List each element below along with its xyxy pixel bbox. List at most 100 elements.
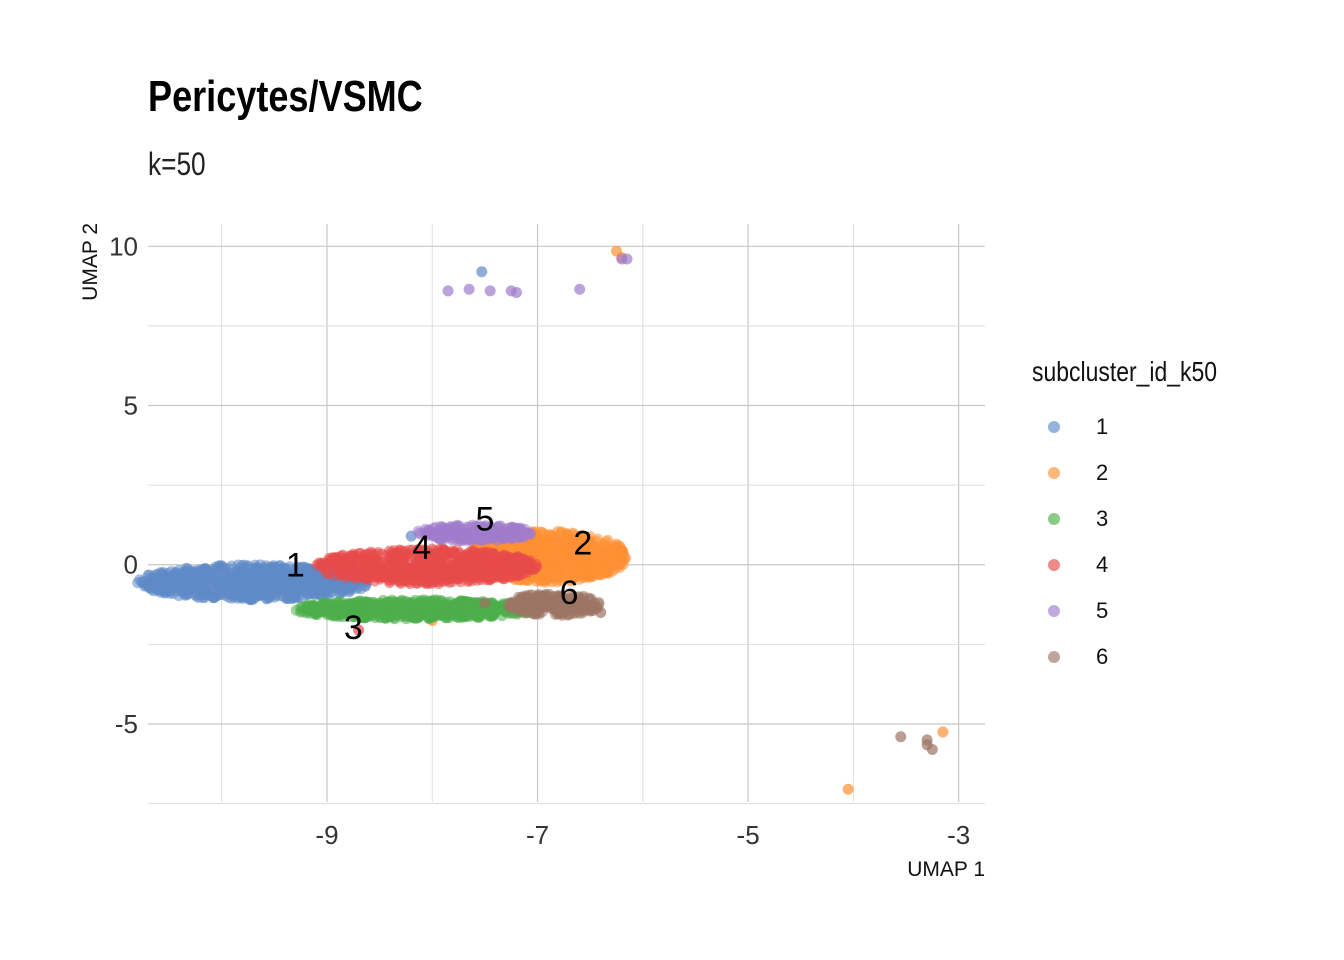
- point-cluster-4: [361, 557, 373, 569]
- point-cluster-5: [508, 528, 520, 540]
- point-cluster-4: [498, 573, 510, 585]
- point-cluster-1: [226, 584, 238, 596]
- point-cluster-4: [353, 624, 365, 636]
- x-tick-label: -3: [947, 820, 970, 850]
- point-cluster-1: [181, 566, 193, 578]
- point-cluster-4: [393, 547, 405, 559]
- point-cluster-5: [574, 283, 586, 295]
- point-cluster-2: [533, 535, 545, 547]
- point-cluster-5: [430, 521, 442, 533]
- point-cluster-2: [610, 538, 622, 550]
- point-cluster-2: [575, 561, 587, 573]
- point-cluster-2: [584, 569, 596, 581]
- point-cluster-1: [171, 579, 183, 591]
- legend-key-6: [1048, 651, 1060, 663]
- point-cluster-2: [541, 564, 553, 576]
- legend-item-5: 5: [1040, 588, 1108, 634]
- cluster-label-1: 1: [286, 547, 305, 585]
- point-cluster-1: [476, 266, 488, 278]
- point-cluster-2: [531, 575, 543, 587]
- legend-label-6: 6: [1096, 644, 1109, 669]
- point-cluster-3: [382, 596, 394, 608]
- point-cluster-4: [482, 566, 494, 578]
- legend-label-3: 3: [1096, 506, 1109, 531]
- legend-item-6: 6: [1040, 634, 1108, 680]
- legend-key-2: [1048, 467, 1060, 479]
- point-cluster-1: [279, 570, 291, 582]
- point-cluster-6: [555, 602, 567, 614]
- legend-label-5: 5: [1096, 598, 1109, 623]
- cluster-labels: 1 2 3 4 5 6: [286, 501, 592, 647]
- point-cluster-4: [531, 561, 543, 573]
- point-cluster-3: [422, 612, 434, 624]
- point-cluster-4: [323, 568, 335, 580]
- legend-key-3: [1048, 513, 1060, 525]
- point-cluster-5: [510, 286, 522, 298]
- legend-key-5: [1048, 605, 1060, 617]
- point-cluster-1: [331, 582, 343, 594]
- chart-subtitle: k=50: [148, 146, 206, 182]
- y-axis-label: UMAP 2: [79, 223, 102, 301]
- point-cluster-2: [937, 726, 949, 738]
- x-tick-label: -9: [315, 820, 338, 850]
- point-cluster-3: [414, 598, 426, 610]
- point-cluster-3: [494, 602, 506, 614]
- point-cluster-6: [564, 608, 576, 620]
- point-cluster-1: [233, 574, 245, 586]
- point-cluster-3: [413, 611, 425, 623]
- point-cluster-4: [420, 544, 432, 556]
- point-cluster-1: [245, 594, 257, 606]
- point-cluster-3: [327, 610, 339, 622]
- point-cluster-3: [426, 595, 438, 607]
- cluster-label-4: 4: [412, 529, 431, 567]
- point-cluster-1: [252, 562, 264, 574]
- point-cluster-4: [452, 557, 464, 569]
- point-cluster-4: [406, 565, 418, 577]
- point-cluster-1: [270, 573, 282, 585]
- point-cluster-1: [139, 580, 151, 592]
- cluster-label-2: 2: [573, 524, 592, 562]
- point-cluster-2: [566, 534, 578, 546]
- point-cluster-5: [621, 253, 633, 265]
- point-cluster-1: [320, 586, 332, 598]
- point-cluster-3: [445, 609, 457, 621]
- point-cluster-2: [615, 558, 627, 570]
- point-cluster-4: [311, 559, 323, 571]
- point-cluster-4: [481, 556, 493, 568]
- point-cluster-3: [455, 599, 467, 611]
- point-cluster-1: [173, 564, 185, 576]
- point-cluster-1: [181, 589, 193, 601]
- point-cluster-3: [394, 597, 406, 609]
- point-cluster-1: [351, 582, 363, 594]
- point-cluster-4: [519, 555, 531, 567]
- y-tick-label: 0: [124, 550, 138, 580]
- point-cluster-4: [387, 573, 399, 585]
- point-cluster-1: [167, 587, 179, 599]
- chart-title: Pericytes/VSMC: [148, 72, 423, 121]
- point-cluster-4: [446, 545, 458, 557]
- point-cluster-6: [514, 594, 526, 606]
- legend-label-4: 4: [1096, 552, 1109, 577]
- point-cluster-1: [238, 559, 250, 571]
- grid-lines: [148, 224, 985, 805]
- point-cluster-5: [455, 534, 467, 546]
- cluster-label-6: 6: [560, 574, 579, 612]
- point-cluster-2: [592, 533, 604, 545]
- point-cluster-6: [479, 597, 491, 609]
- data-points: [132, 245, 949, 795]
- point-cluster-6: [926, 743, 938, 755]
- point-cluster-6: [595, 607, 607, 619]
- legend: 1 2 3 4 5 6: [1040, 404, 1108, 680]
- legend-item-2: 2: [1040, 450, 1108, 496]
- point-cluster-5: [421, 525, 433, 537]
- point-cluster-6: [577, 607, 589, 619]
- point-cluster-4: [479, 547, 491, 559]
- point-cluster-5: [482, 533, 494, 545]
- point-cluster-3: [362, 596, 374, 608]
- point-cluster-6: [576, 595, 588, 607]
- point-cluster-2: [555, 538, 567, 550]
- point-cluster-3: [435, 595, 447, 607]
- point-cluster-1: [154, 571, 166, 583]
- legend-key-1: [1048, 421, 1060, 433]
- y-tick-label: 10: [109, 231, 138, 261]
